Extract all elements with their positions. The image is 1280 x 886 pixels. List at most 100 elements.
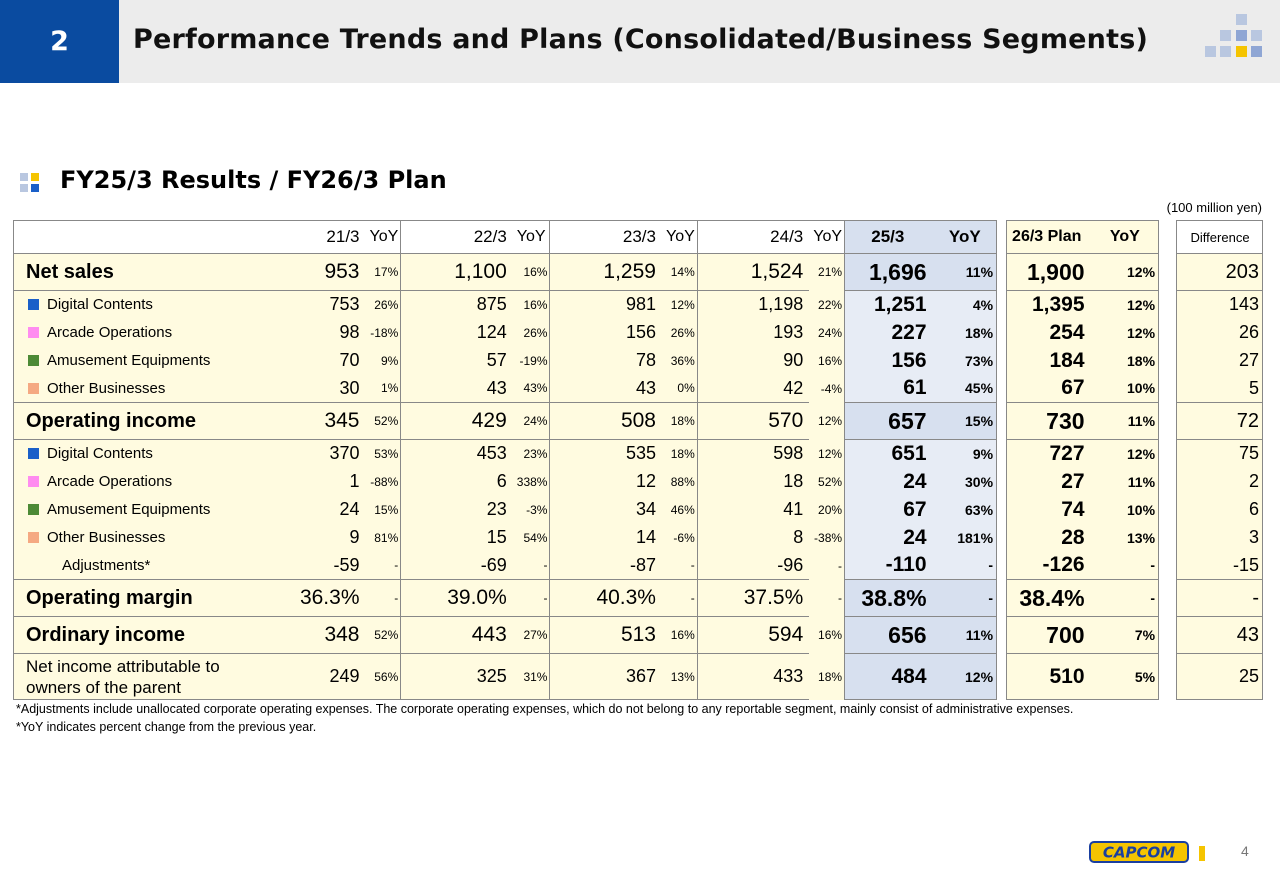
cell-value: 11% (1090, 402, 1160, 440)
row-label-text: Operating income (26, 409, 197, 432)
row-label-text: Amusement Equipments (47, 352, 211, 369)
section-title: FY25/3 Results / FY26/3 Plan (60, 166, 447, 194)
cell-value: 52% (365, 402, 402, 440)
cell-value: - (661, 551, 698, 580)
row-label: Amusement Equipments (13, 495, 254, 524)
cell-value: 43% (512, 374, 551, 403)
cell-value: - (512, 551, 551, 580)
cell-value: 10% (1090, 374, 1160, 403)
cell-value: 46% (661, 495, 698, 524)
cell-value: 34 (549, 495, 662, 524)
col-header-24-3: 24/3 (697, 220, 810, 254)
cell-value: 9 (253, 523, 366, 552)
header-blank (13, 220, 254, 254)
cell-value: 16% (809, 346, 845, 375)
cell-value: -87 (549, 551, 662, 580)
cell-value: 12 (549, 467, 662, 496)
cell-value: 598 (697, 439, 810, 468)
row-label-text: Ordinary income (26, 623, 185, 646)
row-label: Other Businesses (13, 523, 254, 552)
row-label-text: Net sales (26, 260, 114, 283)
cell-value: 16% (512, 290, 551, 319)
cell-value: 63% (932, 495, 998, 524)
cell-value: 28 (1006, 523, 1091, 552)
col-header-23-3: 23/3 (549, 220, 662, 254)
cell-value: 193 (697, 318, 810, 347)
cell-value: 26% (661, 318, 698, 347)
cell-value: 453 (400, 439, 513, 468)
cell-value: 3 (1176, 523, 1264, 552)
cell-value: -69 (400, 551, 513, 580)
cell-value: 535 (549, 439, 662, 468)
cell-value: 12% (661, 290, 698, 319)
cell-value: 38.8% (844, 579, 933, 617)
results-table: 21/3 YoY 22/3 YoY 23/3 YoY 24/3 YoY 25/3… (13, 220, 1264, 700)
cell-value: 348 (253, 616, 366, 654)
cell-value: 14% (661, 253, 698, 291)
cell-value: 56% (365, 653, 402, 700)
cell-value: -4% (809, 374, 846, 403)
cell-value: 12% (1090, 253, 1160, 291)
cell-value: 1 (253, 467, 366, 496)
digital-square-icon (28, 299, 39, 311)
cell-value: 42 (697, 374, 810, 403)
table-row-arcade-operations-income: Arcade Operations 1 -88% 6 338% 12 88% 18 52% 24 3… (13, 467, 1264, 496)
cell-value: -19% (512, 346, 551, 375)
table-row-other-businesses-sales: Other Businesses 30 1% 43 43% 43 0% 42 -4% 61 45% 6… (13, 374, 1264, 403)
col-header-yoy: YoY (365, 220, 402, 254)
cell-value: 370 (253, 439, 366, 468)
col-header-26-3-plan: 26/3 Plan (1006, 220, 1091, 254)
table-row-operating-income: Operating income 345 52% 429 24% 508 18% 570 12%… (13, 402, 1264, 440)
page-title: Performance Trends and Plans (Consolidat… (133, 24, 1149, 55)
cell-value: 22% (809, 290, 846, 319)
cell-value: 39.0% (400, 579, 513, 617)
cell-value: 36% (661, 346, 698, 375)
cell-value: 13% (661, 653, 698, 700)
cell-value: 26% (365, 290, 402, 319)
cell-value: -6% (661, 523, 698, 552)
row-label: Net sales (13, 253, 254, 291)
col-header-25-3: 25/3 (844, 220, 933, 254)
arcade-square-icon (28, 476, 39, 487)
cell-value: 143 (1176, 290, 1264, 319)
cell-value: 227 (844, 318, 933, 347)
col-header-yoy: YoY (512, 220, 551, 254)
row-label-text: Arcade Operations (47, 324, 173, 341)
capcom-logo-icon: CAPCOM (1089, 841, 1189, 863)
cell-value: 52% (365, 616, 402, 654)
row-label-text: Other Businesses (47, 529, 166, 546)
cell-value: 24% (512, 402, 551, 440)
cell-value: 26% (512, 318, 551, 347)
row-label: Adjustments* (13, 551, 254, 580)
cell-value: 12% (809, 439, 846, 468)
col-header-yoy: YoY (661, 220, 698, 254)
cell-value: 7% (1090, 616, 1160, 654)
cell-value: 5 (1176, 374, 1264, 403)
col-header-yoy: YoY (1090, 220, 1160, 254)
cell-value: 18% (809, 653, 846, 700)
row-label: Other Businesses (13, 374, 254, 403)
cell-value: 23 (400, 495, 513, 524)
cell-value: - (809, 579, 846, 617)
col-header-difference: Difference (1176, 220, 1264, 254)
cell-value: 27 (1006, 467, 1091, 496)
cell-value: 753 (253, 290, 366, 319)
unit-label: (100 million yen) (1166, 200, 1262, 215)
cell-value: 184 (1006, 346, 1091, 375)
cell-value: 17% (365, 253, 402, 291)
row-label: Net income attributable to owners of the… (13, 653, 254, 700)
cell-value: - (1090, 551, 1160, 580)
cell-value: 9% (932, 439, 998, 468)
cell-value: 11% (1090, 467, 1160, 496)
svg-text:CAPCOM: CAPCOM (1103, 844, 1175, 862)
cell-value: 15% (932, 402, 998, 440)
row-label: Ordinary income (13, 616, 254, 654)
cell-value: 18 (697, 467, 810, 496)
cell-value: 43 (549, 374, 662, 403)
cell-value: 81% (365, 523, 402, 552)
cell-value: 31% (512, 653, 551, 700)
cell-value: 0% (661, 374, 698, 403)
cell-value: 67 (1006, 374, 1091, 403)
cell-value: 156 (549, 318, 662, 347)
row-label-text: Net income attributable to owners of the… (26, 656, 220, 697)
